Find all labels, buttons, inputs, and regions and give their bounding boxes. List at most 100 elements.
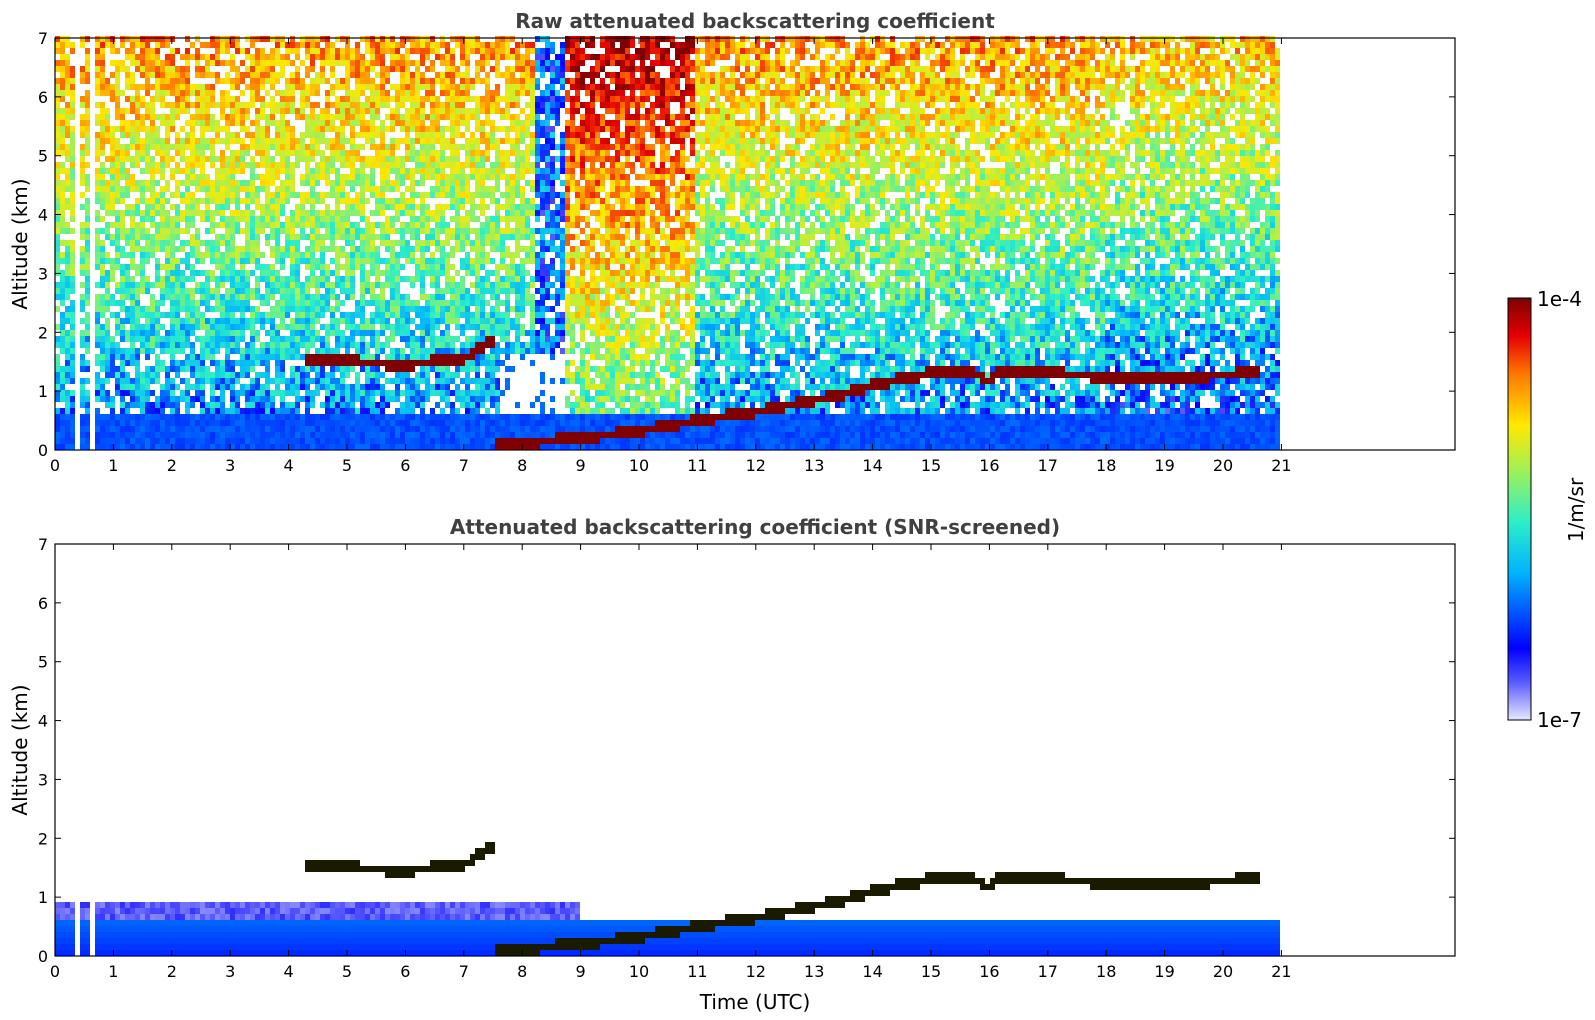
heatmap-cell [265, 114, 270, 120]
heatmap-cell [100, 300, 105, 306]
heatmap-cell [270, 438, 275, 444]
heatmap-cell [435, 228, 440, 234]
heatmap-cell [405, 60, 410, 66]
heatmap-cell [115, 318, 120, 324]
heatmap-cell [430, 174, 435, 180]
heatmap-cell [465, 174, 470, 180]
heatmap-cell [275, 384, 280, 390]
heatmap-cell [465, 288, 470, 294]
heatmap-cell [485, 54, 490, 60]
heatmap-cell [390, 114, 395, 120]
heatmap-cell [145, 126, 150, 132]
heatmap-cell [135, 150, 140, 156]
heatmap-cell [165, 78, 170, 84]
heatmap-cell [260, 150, 265, 156]
heatmap-cell [190, 270, 195, 276]
heatmap-cell [325, 294, 330, 300]
heatmap-cell [295, 48, 300, 54]
heatmap-cell [190, 42, 195, 48]
heatmap-cell [430, 228, 435, 234]
heatmap-cell [280, 426, 285, 432]
heatmap-cell [450, 66, 455, 72]
heatmap-cell [245, 150, 250, 156]
heatmap-cell [215, 192, 220, 198]
heatmap-cell [310, 192, 315, 198]
heatmap-cell [95, 252, 100, 258]
heatmap-cell [85, 54, 90, 60]
heatmap-cell [470, 228, 475, 234]
heatmap-cell [120, 318, 125, 324]
heatmap-cell [135, 384, 140, 390]
heatmap-cell [120, 252, 125, 258]
heatmap-cell [270, 168, 275, 174]
heatmap-cell [125, 54, 130, 60]
heatmap-cell [475, 162, 480, 168]
heatmap-cell [335, 102, 340, 108]
heatmap-cell [70, 132, 75, 138]
heatmap-cell [230, 174, 235, 180]
heatmap-cell [430, 114, 435, 120]
heatmap-cell [55, 324, 60, 330]
heatmap-cell [245, 246, 250, 252]
heatmap-cell [505, 198, 510, 204]
heatmap-cell [460, 282, 465, 288]
heatmap-cell [70, 78, 75, 84]
heatmap-cell [495, 318, 500, 324]
heatmap-cell [485, 168, 490, 174]
heatmap-cell [385, 264, 390, 270]
heatmap-cell [130, 180, 135, 186]
heatmap-cell [340, 186, 345, 192]
heatmap-cell [275, 90, 280, 96]
heatmap-cell [100, 132, 105, 138]
heatmap-cell [70, 144, 75, 150]
heatmap-cell [455, 414, 460, 420]
heatmap-cell [320, 150, 325, 156]
heatmap-cell [315, 240, 320, 246]
heatmap-cell [480, 258, 485, 264]
heatmap-cell [195, 180, 200, 186]
heatmap-cell [85, 270, 90, 276]
heatmap-cell [240, 420, 245, 426]
heatmap-cell [380, 66, 385, 72]
heatmap-cell [325, 48, 330, 54]
heatmap-cell [445, 162, 450, 168]
heatmap-cell [205, 180, 210, 186]
heatmap-cell [155, 438, 160, 444]
heatmap-cell [405, 168, 410, 174]
heatmap-cell [255, 162, 260, 168]
heatmap-cell [260, 444, 265, 450]
heatmap-cell [205, 174, 210, 180]
heatmap-cell [180, 390, 185, 396]
heatmap-cell [345, 60, 350, 66]
heatmap-cell [435, 390, 440, 396]
heatmap-cell [245, 48, 250, 54]
heatmap-cell [250, 240, 255, 246]
heatmap-cell [340, 228, 345, 234]
heatmap-cell [280, 90, 285, 96]
heatmap-cell [445, 402, 450, 408]
heatmap-cell [80, 144, 85, 150]
heatmap-cell [365, 444, 370, 450]
heatmap-cell [435, 102, 440, 108]
heatmap-cell [345, 150, 350, 156]
heatmap-cell [335, 318, 340, 324]
heatmap-cell [145, 228, 150, 234]
heatmap-cell [340, 180, 345, 186]
heatmap-cell [395, 240, 400, 246]
heatmap-cell [105, 114, 110, 120]
heatmap-cell [210, 354, 215, 360]
heatmap-cell [210, 342, 215, 348]
heatmap-cell [275, 210, 280, 216]
heatmap-cell [470, 336, 475, 342]
heatmap-cell [220, 216, 225, 222]
heatmap-cell [100, 354, 105, 360]
heatmap-cell [300, 174, 305, 180]
heatmap-cell [85, 180, 90, 186]
heatmap-cell [240, 270, 245, 276]
heatmap-cell [335, 384, 340, 390]
heatmap-cell [255, 240, 260, 246]
heatmap-cell [475, 390, 480, 396]
heatmap-cell [170, 384, 175, 390]
heatmap-cell [290, 84, 295, 90]
heatmap-cell [160, 312, 165, 318]
